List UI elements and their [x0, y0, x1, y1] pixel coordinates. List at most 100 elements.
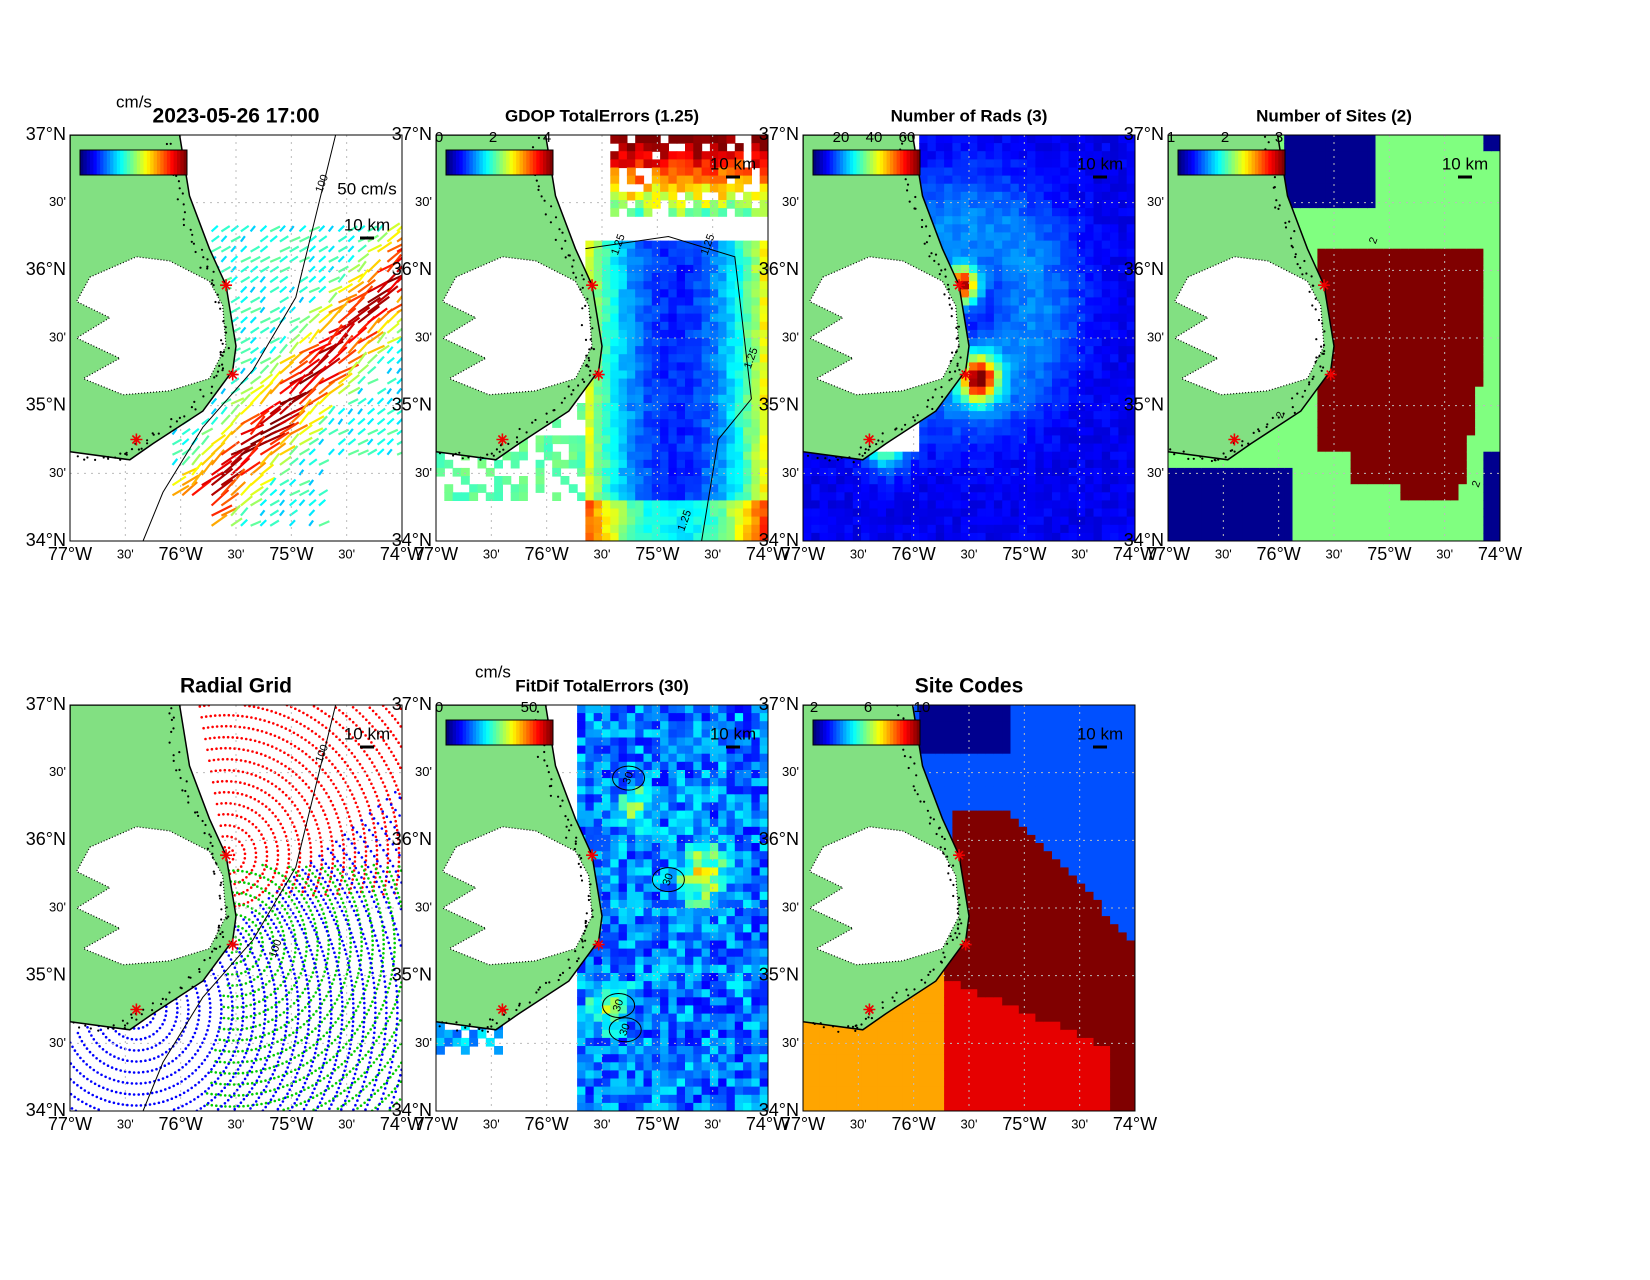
field-cell — [677, 533, 686, 542]
field-cell — [977, 330, 986, 339]
field-cell — [986, 143, 995, 152]
shore-dot — [550, 205, 552, 207]
field-cell — [594, 533, 603, 542]
shore-dot — [555, 216, 557, 218]
field-cell — [1400, 452, 1409, 461]
field-cell — [668, 435, 677, 444]
field-cell — [1276, 509, 1285, 518]
field-cell — [685, 176, 694, 185]
field-cell — [1342, 427, 1351, 436]
field-cell — [668, 427, 677, 436]
field-cell — [1035, 306, 1044, 315]
shore-dot — [589, 316, 591, 318]
field-cell — [836, 484, 845, 493]
lat-tick-label: 30' — [49, 329, 66, 344]
field-cell — [986, 151, 995, 160]
field-cell — [668, 509, 677, 518]
field-cell — [1027, 427, 1036, 436]
field-cell — [919, 517, 928, 526]
field-cell — [685, 281, 694, 290]
field-cell — [693, 387, 702, 396]
field-cell — [1035, 419, 1044, 428]
field-cell — [644, 484, 653, 493]
field-cell — [853, 484, 862, 493]
shore-dot — [211, 279, 213, 281]
field-cell — [536, 444, 545, 453]
field-cell — [1060, 338, 1069, 347]
field-cell — [1035, 224, 1044, 233]
shore-dot — [225, 332, 227, 334]
field-cell — [1342, 289, 1351, 298]
shore-dot — [568, 385, 570, 387]
field-cell — [1011, 168, 1020, 177]
field-cell — [994, 533, 1003, 542]
field-cell — [1210, 476, 1219, 485]
field-cell — [969, 362, 978, 371]
field-cell — [1077, 371, 1086, 380]
field-cell — [969, 192, 978, 201]
field-cell — [1085, 338, 1094, 347]
field-cell — [1052, 492, 1061, 501]
field-cell — [644, 452, 653, 461]
field-cell — [969, 452, 978, 461]
field-cell — [1052, 346, 1061, 355]
field-cell — [660, 314, 669, 323]
field-cell — [1077, 395, 1086, 404]
field-cell — [1342, 135, 1351, 144]
field-cell — [1334, 216, 1343, 225]
field-cell — [1127, 192, 1136, 201]
shore-dot — [841, 457, 843, 459]
field-cell — [693, 403, 702, 412]
field-cell — [693, 411, 702, 420]
field-cell — [1359, 395, 1368, 404]
field-cell — [1027, 338, 1036, 347]
field-cell — [644, 322, 653, 331]
field-cell — [619, 306, 628, 315]
field-cell — [1118, 200, 1127, 209]
shore-dot — [480, 457, 482, 459]
field-cell — [1110, 265, 1119, 274]
field-cell — [1185, 476, 1194, 485]
field-cell — [1044, 159, 1053, 168]
field-cell — [919, 159, 928, 168]
field-cell — [743, 411, 752, 420]
field-cell — [919, 427, 928, 436]
field-cell — [693, 200, 702, 209]
shore-dot — [170, 418, 172, 420]
field-cell — [961, 176, 970, 185]
field-cell — [652, 419, 661, 428]
field-cell — [1243, 484, 1252, 493]
field-cell — [1118, 427, 1127, 436]
field-cell — [677, 500, 686, 509]
field-cell — [1326, 525, 1335, 534]
field-cell — [1110, 216, 1119, 225]
field-cell — [986, 314, 995, 323]
field-cell — [635, 257, 644, 266]
field-cell — [886, 517, 895, 526]
field-cell — [644, 159, 653, 168]
field-cell — [627, 492, 636, 501]
field-cell — [627, 460, 636, 469]
shore-dot — [924, 243, 926, 245]
field-cell — [1069, 517, 1078, 526]
field-cell — [1317, 135, 1326, 144]
field-cell — [1085, 379, 1094, 388]
field-cell — [969, 168, 978, 177]
field-cell — [1210, 525, 1219, 534]
colorbar-cell — [124, 150, 128, 175]
field-cell — [1110, 484, 1119, 493]
field-cell — [577, 411, 586, 420]
field-cell — [1060, 184, 1069, 193]
field-cell — [610, 517, 619, 526]
field-cell — [668, 322, 677, 331]
field-cell — [1069, 500, 1078, 509]
field-cell — [702, 411, 711, 420]
field-cell — [1002, 232, 1011, 241]
field-cell — [1118, 143, 1127, 152]
field-cell — [619, 484, 628, 493]
field-cell — [977, 395, 986, 404]
field-cell — [627, 435, 636, 444]
field-cell — [1118, 371, 1127, 380]
field-cell — [1185, 484, 1194, 493]
shore-dot — [220, 339, 222, 341]
